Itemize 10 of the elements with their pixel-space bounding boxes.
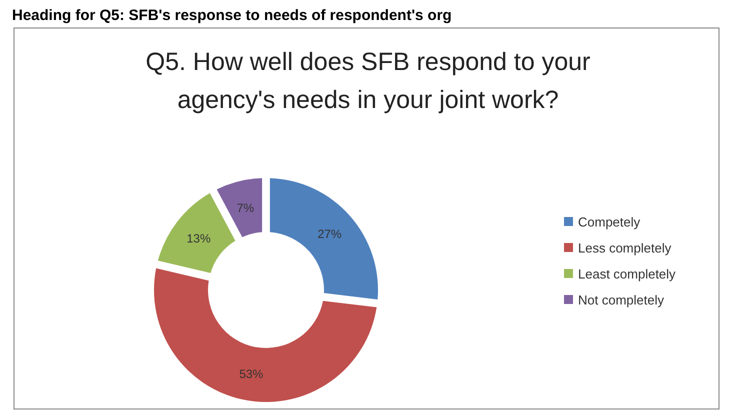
data-label: 7% [236,200,254,215]
data-label: 27% [318,226,342,241]
legend-label: Competely [578,214,641,230]
legend-label: Least completely [578,266,676,282]
legend-label: Not completely [578,292,664,308]
chart-title: Q5. How well does SFB respond to your agency's needs in your joint work? [146,48,590,114]
text: Heading for Q5: SFB's response to needs of respondent's org [12,7,452,24]
data-label: 53% [239,366,264,381]
data-label: 13% [186,231,211,246]
legend-label: Less completely [578,240,672,256]
